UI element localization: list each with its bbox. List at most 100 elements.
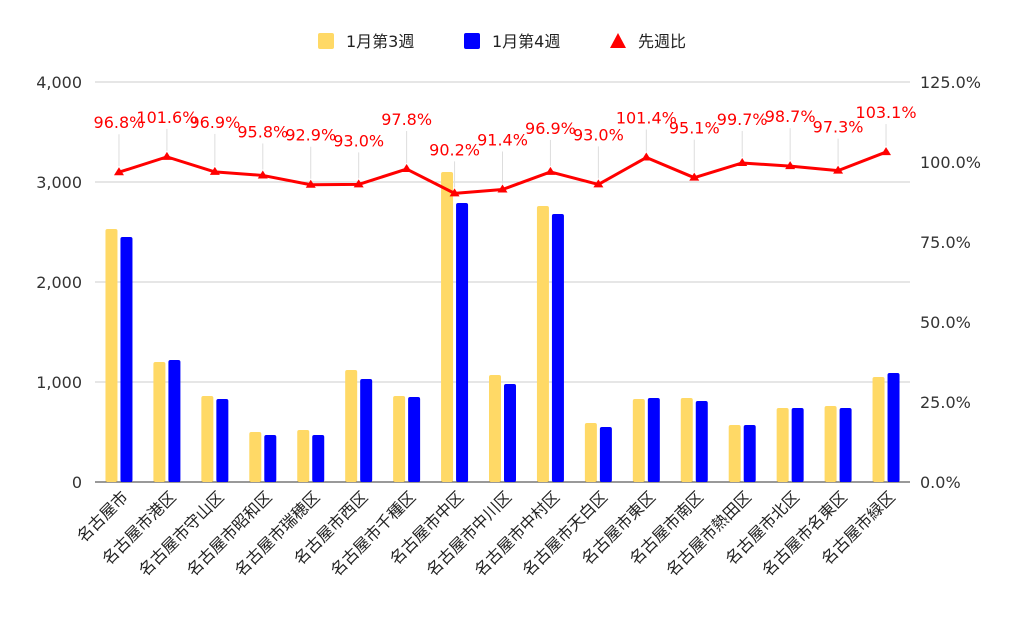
ratio-data-label: 101.6% [136, 108, 197, 127]
ratio-data-label: 93.0% [573, 125, 624, 144]
bar-week3 [872, 377, 885, 482]
bar-week3 [776, 408, 789, 482]
legend-label: 先週比 [638, 32, 686, 51]
data-labels: 96.8%101.6%96.9%95.8%92.9%93.0%97.8%90.2… [94, 103, 917, 188]
right-tick-label: 125.0% [920, 73, 981, 92]
ratio-data-label: 90.2% [429, 140, 480, 159]
bar-week3 [824, 406, 837, 482]
bar-week3 [680, 398, 693, 482]
legend-label: 1月第3週 [346, 32, 414, 51]
ratio-point [881, 147, 892, 156]
bar-week4 [216, 399, 229, 482]
bar-week3 [297, 430, 310, 482]
left-tick-label: 3,000 [36, 173, 82, 192]
bar-week4 [120, 237, 133, 482]
bar-week4 [839, 408, 852, 482]
bar-week4 [551, 214, 564, 482]
ratio-point [497, 184, 508, 193]
right-tick-label: 75.0% [920, 233, 971, 252]
bar-week3 [441, 172, 454, 482]
x-axis: 名古屋市名古屋市港区名古屋市守山区名古屋市昭和区名古屋市瑞穂区名古屋市西区名古屋… [73, 487, 899, 580]
bar-week4 [599, 427, 612, 482]
bar-week3 [105, 229, 118, 482]
legend-swatch [464, 33, 480, 49]
bar-week4 [312, 435, 325, 482]
category-label: 名古屋市名東区 [758, 487, 851, 580]
bar-week4 [408, 397, 421, 482]
ratio-data-label: 97.8% [381, 110, 432, 129]
ratio-data-label: 93.0% [333, 131, 384, 150]
bar-week4 [360, 379, 373, 482]
ratio-point [833, 165, 844, 174]
bar-week4 [791, 408, 804, 482]
ratio-data-label: 96.9% [525, 119, 576, 138]
legend-marker [610, 33, 626, 48]
ratio-point [449, 188, 460, 197]
bar-week4 [264, 435, 277, 482]
ratio-point [737, 157, 748, 166]
ratio-data-label: 103.1% [856, 103, 917, 122]
ratio-point [593, 179, 604, 188]
ratio-data-label: 95.1% [669, 119, 720, 138]
right-axis: 0.0% 25.0% 50.0% 75.0% 100.0% 125.0% [920, 73, 981, 492]
right-tick-label: 0.0% [920, 473, 961, 492]
bar-week4 [504, 384, 516, 482]
bar-week3 [201, 396, 214, 482]
category-label: 名古屋市瑞穂区 [231, 487, 324, 580]
category-label: 名古屋市昭和区 [183, 487, 276, 580]
ratio-data-label: 91.4% [477, 131, 528, 150]
bar-week4 [456, 203, 469, 482]
category-label: 名古屋市中村区 [471, 487, 564, 580]
ratio-data-label: 96.8% [94, 113, 145, 132]
category-label: 名古屋市熱田区 [662, 487, 755, 580]
left-tick-label: 2,000 [36, 273, 82, 292]
category-label: 名古屋市守山区 [135, 487, 228, 580]
legend-swatch [318, 33, 334, 49]
ratio-point [209, 166, 220, 175]
ratio-point [641, 152, 652, 161]
category-label: 名古屋市中川区 [423, 487, 516, 580]
bar-week4 [743, 425, 756, 482]
legend-label: 1月第4週 [492, 32, 560, 51]
ratio-data-label: 97.3% [813, 118, 864, 137]
bar-week4 [647, 398, 660, 482]
bar-week4 [168, 360, 181, 482]
bar-week3 [249, 432, 262, 482]
ratio-point [785, 161, 796, 170]
ratio-point [305, 179, 316, 188]
bar-week3 [153, 362, 166, 482]
left-tick-label: 4,000 [36, 73, 82, 92]
gridlines [95, 81, 910, 483]
ratio-point [545, 166, 556, 175]
right-tick-label: 100.0% [920, 153, 981, 172]
bar-week3 [728, 425, 741, 482]
right-tick-label: 25.0% [920, 393, 971, 412]
bar-week4 [695, 401, 708, 482]
ratio-point [113, 167, 124, 176]
ratio-data-label: 96.9% [189, 113, 240, 132]
legend: 1月第3週 1月第4週 先週比 [318, 32, 686, 51]
ratio-point [257, 170, 268, 179]
bar-week3 [393, 396, 406, 482]
ratio-data-label: 101.4% [616, 109, 677, 128]
bar-week3 [584, 423, 597, 482]
ratio-line [113, 147, 892, 197]
bar-week3 [632, 399, 645, 482]
ratio-point [401, 164, 412, 173]
left-axis: 0 1,000 2,000 3,000 4,000 [36, 73, 82, 492]
bar-week3 [489, 375, 501, 482]
ratio-data-label: 95.8% [237, 122, 288, 141]
right-tick-label: 50.0% [920, 313, 971, 332]
ratio-data-label: 99.7% [717, 110, 768, 129]
category-label: 名古屋市天白区 [519, 487, 612, 580]
ratio-point [353, 179, 364, 188]
ratio-point [689, 172, 700, 181]
left-tick-label: 1,000 [36, 373, 82, 392]
ratio-data-label: 92.9% [285, 126, 336, 145]
bar-week4 [887, 373, 900, 482]
bar-week3 [536, 206, 549, 482]
ratio-data-label: 98.7% [765, 107, 816, 126]
left-tick-label: 0 [72, 473, 82, 492]
ratio-point [161, 151, 172, 160]
